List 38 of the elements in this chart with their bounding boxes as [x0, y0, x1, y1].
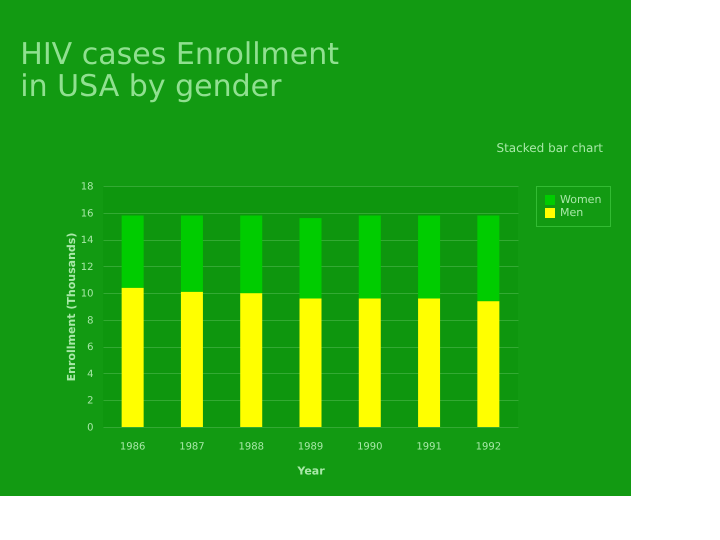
bar — [122, 215, 144, 288]
bar — [300, 298, 322, 427]
legend-label: Women — [560, 193, 602, 206]
bar — [418, 298, 440, 427]
x-axis-title: Year — [296, 464, 326, 478]
x-tick-label: 1991 — [416, 442, 442, 452]
bar — [240, 293, 262, 427]
x-tick-label: 1990 — [357, 442, 383, 452]
x-tick-label: 1988 — [238, 442, 264, 452]
bar — [477, 301, 500, 427]
y-tick-label: 4 — [87, 368, 94, 380]
x-tick-label: 1987 — [179, 442, 205, 452]
legend-label: Men — [560, 206, 584, 219]
text: Stacked bar chart — [496, 141, 604, 155]
bar — [122, 288, 144, 427]
y-tick-label: 10 — [80, 288, 94, 300]
y-axis-title: Enrollment (Thousands) — [64, 232, 78, 382]
y-tick-label: 16 — [80, 208, 94, 220]
bar — [477, 215, 500, 302]
y-tick-label: 0 — [87, 422, 94, 434]
x-tick-label: 1992 — [476, 442, 502, 452]
bar — [180, 292, 203, 427]
y-tick-label: 14 — [80, 235, 94, 246]
y-tick-label: 12 — [80, 262, 94, 273]
y-tick-label: 8 — [87, 315, 94, 326]
text: in USA by gender — [20, 69, 282, 104]
bar — [418, 215, 440, 298]
text: HIV cases Enrollment — [20, 37, 340, 72]
bar — [358, 298, 381, 427]
bar — [358, 215, 381, 298]
x-tick-label: 1989 — [298, 442, 324, 452]
x-tick-label: 1986 — [120, 442, 146, 452]
bar — [300, 218, 322, 298]
y-tick-label: 18 — [80, 182, 94, 192]
bar — [240, 215, 262, 294]
y-tick-label: 2 — [87, 396, 94, 407]
y-tick-label: 6 — [87, 342, 94, 354]
bar — [180, 215, 203, 292]
